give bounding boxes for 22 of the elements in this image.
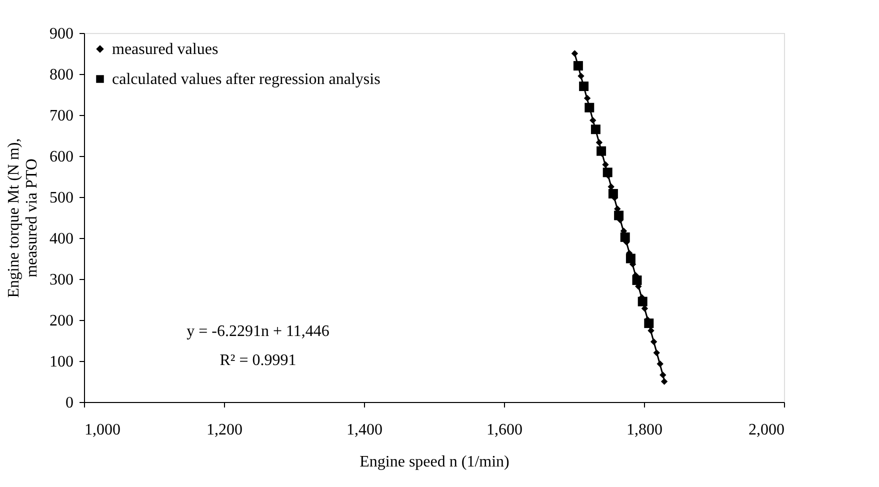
y-tick-label: 800 — [50, 66, 74, 84]
x-tick-label: 1,600 — [486, 422, 522, 438]
x-tick-label: 1,400 — [346, 422, 382, 438]
annotation: R² = 0.9991 — [220, 352, 296, 369]
legend-label: calculated values after regression analysis — [112, 71, 380, 88]
y-axis-title: Engine torque Mt (N m), measured via PTO — [6, 138, 40, 298]
x-tick-label: 1,800 — [626, 422, 662, 438]
y-tick-label: 900 — [50, 26, 74, 42]
x-tick-label: 1,000 — [84, 422, 120, 438]
y-tick-label: 100 — [50, 354, 74, 370]
y-tick-label: 300 — [50, 272, 74, 288]
y-tick-label: 0 — [66, 394, 74, 412]
legend-label: measured values — [112, 41, 218, 58]
y-tick-label: 500 — [50, 190, 74, 206]
y-tick-label: 600 — [50, 148, 74, 166]
x-tick-label: 2,000 — [748, 422, 784, 438]
x-axis-title: Engine speed n (1/min) — [360, 454, 510, 470]
x-tick-label: 1,200 — [206, 422, 242, 438]
annotation: y = -6.2291n + 11,446 — [186, 323, 330, 340]
y-tick-label: 700 — [50, 108, 74, 124]
y-tick-label: 200 — [50, 312, 74, 330]
y-tick-label: 400 — [50, 230, 74, 248]
